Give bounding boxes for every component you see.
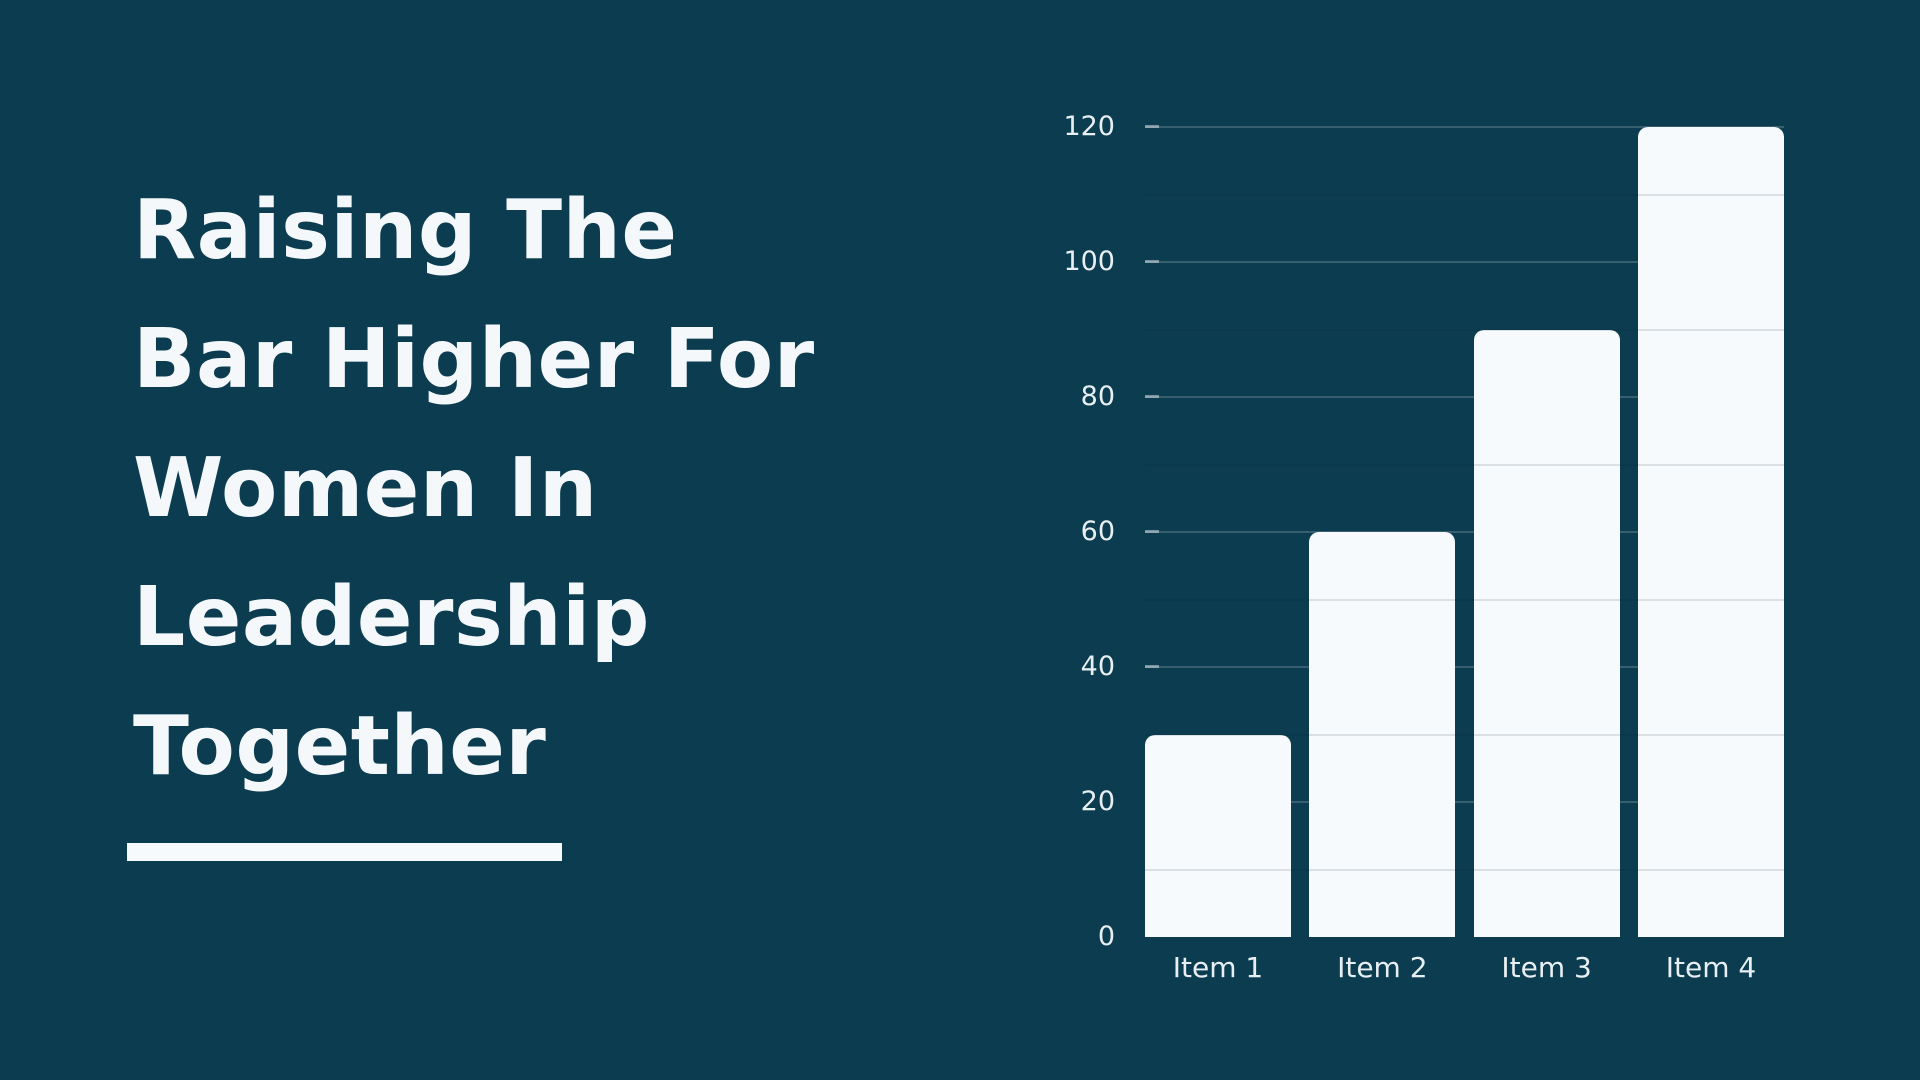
title-underline xyxy=(127,843,562,861)
x-axis-label: Item 1 xyxy=(1172,951,1264,984)
bar-item-2 xyxy=(1309,532,1456,937)
title-line: Leadership xyxy=(133,570,650,665)
x-axis-label: Item 4 xyxy=(1665,951,1757,984)
y-axis-tick xyxy=(1145,125,1159,128)
y-gridline xyxy=(1145,260,1784,263)
y-axis-tick xyxy=(1145,395,1159,398)
y-axis-label: 0 xyxy=(1097,921,1115,952)
bar-item-1 xyxy=(1145,734,1291,937)
y-axis-label: 80 xyxy=(1080,381,1115,412)
y-minor-gridline xyxy=(1145,328,1784,331)
bar-item-3 xyxy=(1473,329,1620,937)
y-gridline xyxy=(1145,395,1784,398)
y-axis-label: 60 xyxy=(1080,516,1115,547)
title-line: Together xyxy=(133,699,547,794)
y-axis-tick xyxy=(1145,665,1159,668)
y-minor-gridline xyxy=(1145,598,1784,601)
y-axis-tick xyxy=(1145,530,1159,533)
y-gridline xyxy=(1145,125,1784,128)
y-minor-gridline xyxy=(1145,463,1784,466)
y-axis-label: 100 xyxy=(1063,246,1115,277)
title-line: Raising The xyxy=(133,183,678,278)
page-title: Raising The Bar Higher For Women In Lead… xyxy=(133,166,963,811)
x-axis-label: Item 2 xyxy=(1337,951,1428,984)
y-axis-tick xyxy=(1145,260,1159,263)
y-minor-gridline xyxy=(1145,868,1784,871)
y-minor-gridline xyxy=(1145,733,1784,736)
y-axis-label: 20 xyxy=(1080,786,1115,817)
bar-item-4 xyxy=(1638,127,1784,937)
y-gridline xyxy=(1145,530,1784,533)
plot-area: 0 20 40 60 80 100 120 Item 1 Item 2 Item 3 Item 4 xyxy=(1063,111,1784,984)
y-axis-label: 120 xyxy=(1063,111,1115,142)
title-line: Women In xyxy=(133,441,598,536)
x-axis-label: Item 3 xyxy=(1501,951,1592,984)
y-minor-gridline xyxy=(1145,193,1784,196)
title-line: Bar Higher For xyxy=(133,312,815,407)
y-gridline xyxy=(1145,665,1784,668)
y-axis-label: 40 xyxy=(1080,651,1115,682)
